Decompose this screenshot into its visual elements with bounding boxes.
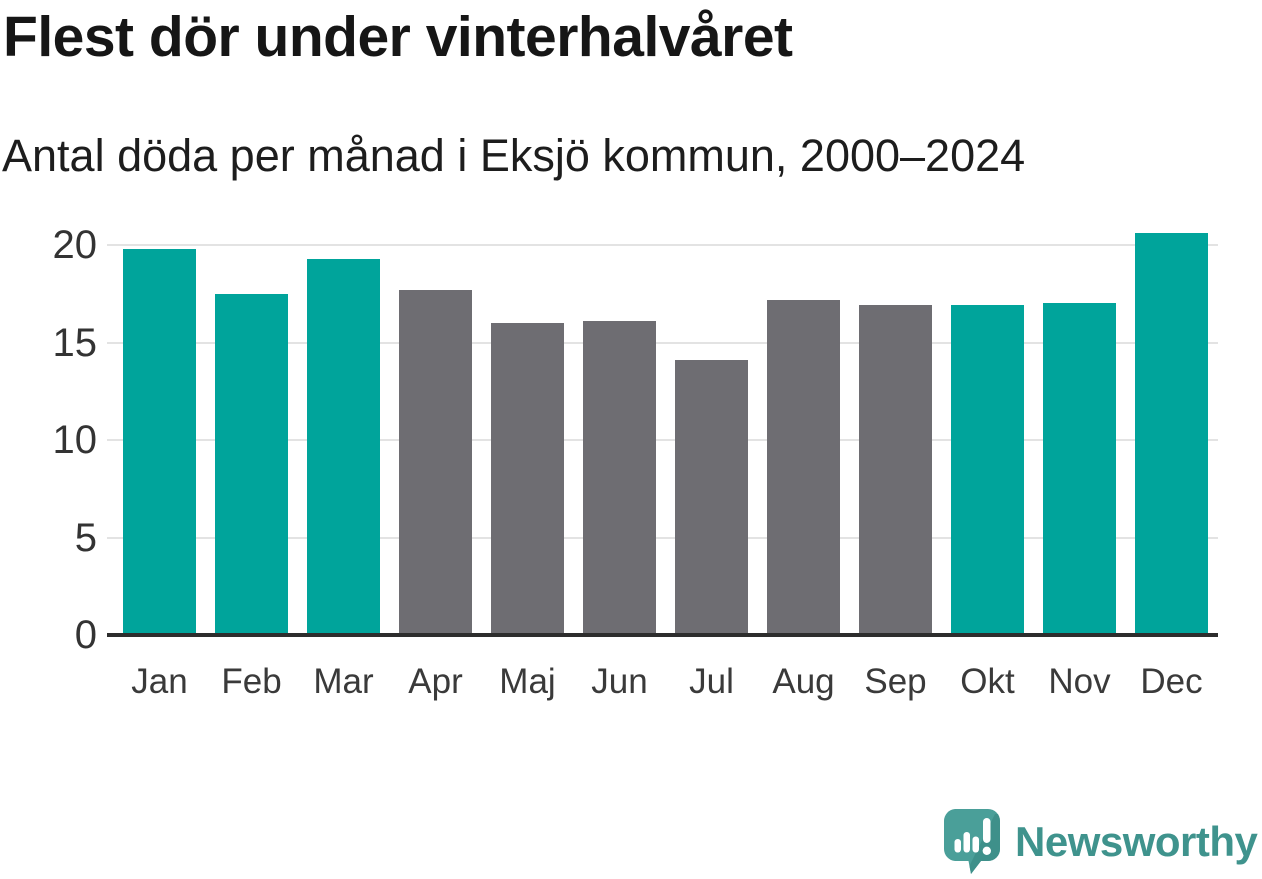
gridline-10 bbox=[107, 439, 1218, 441]
bar-maj bbox=[491, 323, 564, 635]
x-axis-label-nov: Nov bbox=[1048, 662, 1111, 701]
x-axis-label-apr: Apr bbox=[408, 662, 463, 701]
gridline-15 bbox=[107, 342, 1218, 344]
x-axis-label-okt: Okt bbox=[960, 662, 1015, 701]
y-axis-tick-label: 0 bbox=[74, 613, 97, 657]
bar-jul bbox=[675, 360, 748, 635]
bar-jun bbox=[583, 321, 656, 635]
x-axis-label-jun: Jun bbox=[591, 662, 648, 701]
chart-subtitle: Antal döda per månad i Eksjö kommun, 200… bbox=[2, 130, 1026, 181]
bar-feb bbox=[215, 294, 288, 635]
x-axis-label-maj: Maj bbox=[499, 662, 556, 701]
x-axis-label-mar: Mar bbox=[313, 662, 374, 701]
bar-mar bbox=[307, 259, 380, 635]
y-axis-tick-label: 15 bbox=[52, 321, 98, 365]
x-axis-label-aug: Aug bbox=[772, 662, 835, 701]
newsworthy-logo-icon bbox=[943, 809, 1000, 874]
x-axis-line bbox=[107, 633, 1218, 637]
y-axis-tick-label: 10 bbox=[52, 418, 98, 462]
newsworthy-logo-text: Newsworthy bbox=[1015, 818, 1258, 865]
x-axis-label-sep: Sep bbox=[864, 662, 927, 701]
bar-nov bbox=[1043, 303, 1116, 635]
x-axis-label-jan: Jan bbox=[131, 662, 188, 701]
y-axis-tick-label: 20 bbox=[52, 223, 98, 267]
bar-sep bbox=[859, 305, 932, 635]
bar-jan bbox=[123, 249, 196, 635]
chart-title: Flest dör under vinterhalvåret bbox=[3, 5, 793, 69]
bar-aug bbox=[767, 300, 840, 635]
newsworthy-logo: Newsworthy bbox=[943, 808, 1258, 875]
bar-apr bbox=[399, 290, 472, 635]
bar-dec bbox=[1135, 233, 1208, 635]
gridline-20 bbox=[107, 244, 1218, 246]
gridline-5 bbox=[107, 537, 1218, 539]
bar-okt bbox=[951, 305, 1024, 635]
x-axis-label-dec: Dec bbox=[1140, 662, 1203, 701]
x-axis-label-jul: Jul bbox=[689, 662, 734, 701]
x-axis-label-feb: Feb bbox=[221, 662, 282, 701]
y-axis-tick-label: 5 bbox=[74, 516, 97, 560]
